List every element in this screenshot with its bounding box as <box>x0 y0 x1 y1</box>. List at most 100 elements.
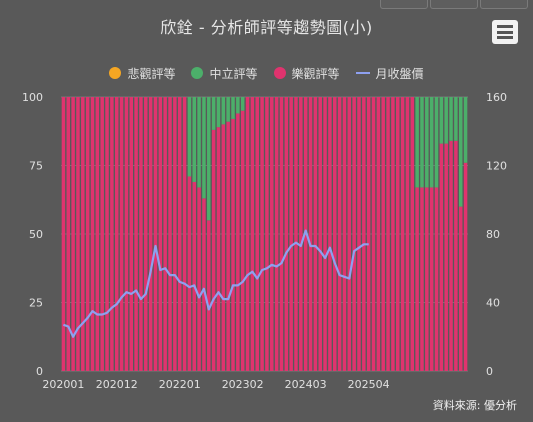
x-tick-label: 202403 <box>285 378 327 391</box>
bar-neutral <box>420 97 424 188</box>
bar-bullish <box>197 187 201 371</box>
menu-button[interactable] <box>492 20 518 44</box>
bar-neutral <box>221 97 226 125</box>
bar-bullish <box>429 187 434 371</box>
bar-bullish <box>95 97 100 371</box>
window-tab[interactable] <box>380 0 428 9</box>
bar-bullish <box>202 198 206 371</box>
y-left-tick-label: 100 <box>22 91 43 104</box>
bar-bullish <box>366 97 371 371</box>
price-line <box>63 229 369 338</box>
window-tab[interactable] <box>430 0 478 9</box>
legend-label: 月收盤價 <box>375 66 424 81</box>
bar-bullish <box>279 97 284 371</box>
bar-neutral <box>231 97 235 119</box>
bar-neutral <box>444 97 448 144</box>
bar-neutral <box>197 97 201 188</box>
bar-neutral <box>434 97 439 188</box>
legend-item-bullish[interactable]: 樂觀評等 <box>273 63 340 83</box>
bar-neutral <box>449 97 453 141</box>
bar-bullish <box>105 97 109 371</box>
bar-neutral <box>202 97 206 199</box>
legend-item-bearish[interactable]: 悲觀評等 <box>109 63 175 83</box>
bar-bullish <box>458 206 463 371</box>
bar-bullish <box>313 97 318 371</box>
bar-bullish <box>207 220 211 371</box>
legend-dot-icon <box>109 67 122 79</box>
bar-neutral <box>236 97 240 114</box>
bar-bullish <box>211 129 216 371</box>
y-left-tick-label: 50 <box>29 228 43 241</box>
bar-bullish <box>289 97 293 371</box>
bar-bullish <box>337 97 342 371</box>
bar-bullish <box>294 97 298 371</box>
legend-label: 悲觀評等 <box>127 66 176 81</box>
bar-bullish <box>449 140 453 371</box>
bar-bullish <box>177 97 182 371</box>
bar-bullish <box>425 187 429 371</box>
bar-bullish <box>231 118 235 371</box>
bar-bullish <box>454 140 458 371</box>
bar-bullish <box>158 97 163 371</box>
x-tick-label: 202504 <box>348 378 390 391</box>
hamburger-menu-icon <box>497 36 513 39</box>
bar-bullish <box>81 97 85 371</box>
legend-item-neutral[interactable]: 中立評等 <box>191 63 258 83</box>
y-left-tick-label: 0 <box>36 365 43 378</box>
bar-bullish <box>362 97 366 371</box>
bar-neutral <box>458 97 463 207</box>
bar-bullish <box>90 97 95 371</box>
bar-bullish <box>173 97 177 371</box>
bar-neutral <box>454 97 458 141</box>
y-right-tick-label: 0 <box>486 365 493 378</box>
bar-bullish <box>129 97 134 371</box>
bar-bullish <box>148 97 153 371</box>
bar-bullish <box>240 110 245 371</box>
bar-bullish <box>395 97 400 371</box>
bar-neutral <box>425 97 429 188</box>
window-tab[interactable] <box>480 0 528 9</box>
bar-bullish <box>85 97 90 371</box>
source-note: 資料來源: 優分析 <box>432 399 517 412</box>
y-left-tick-label: 25 <box>29 297 43 310</box>
bar-bullish <box>119 97 124 371</box>
bar-bullish <box>134 97 138 371</box>
bar-bullish <box>391 97 395 371</box>
bar-bullish <box>270 97 274 371</box>
bar-neutral <box>211 97 216 130</box>
bar-neutral <box>187 97 192 177</box>
legend-item-price[interactable]: 月收盤價 <box>355 63 424 83</box>
bar-bullish <box>347 97 352 371</box>
bar-bullish <box>415 187 419 371</box>
bar-bullish <box>255 97 259 371</box>
bar-neutral <box>439 97 444 144</box>
bar-bullish <box>250 97 255 371</box>
bar-bullish <box>381 97 385 371</box>
bar-bullish <box>400 97 405 371</box>
bar-bullish <box>357 97 361 371</box>
bar-bullish <box>434 187 439 371</box>
bar-bullish <box>153 97 158 371</box>
legend-dot-icon <box>191 67 204 79</box>
bar-bullish <box>444 143 448 371</box>
bar-neutral <box>463 97 468 163</box>
y-right-tick-label: 40 <box>486 297 500 310</box>
bar-bullish <box>333 97 337 371</box>
bar-bullish <box>66 97 71 371</box>
hamburger-menu-icon <box>497 30 513 34</box>
y-right-tick-label: 120 <box>486 160 507 173</box>
bar-bullish <box>410 97 415 371</box>
y-right-tick-label: 80 <box>486 228 500 241</box>
legend-label: 樂觀評等 <box>291 66 340 81</box>
bar-bullish <box>124 97 129 371</box>
bar-neutral <box>226 97 230 122</box>
bar-bullish <box>236 113 240 371</box>
bar-bullish <box>439 143 444 371</box>
bar-neutral <box>240 97 245 111</box>
bar-bullish <box>144 97 148 371</box>
bar-bullish <box>376 97 381 371</box>
chart-title: 欣銓 - 分析師評等趨勢圖(小) <box>160 18 373 37</box>
bar-bullish <box>245 97 250 371</box>
chart-legend: 悲觀評等 中立評等 樂觀評等 月收盤價 <box>0 63 533 83</box>
